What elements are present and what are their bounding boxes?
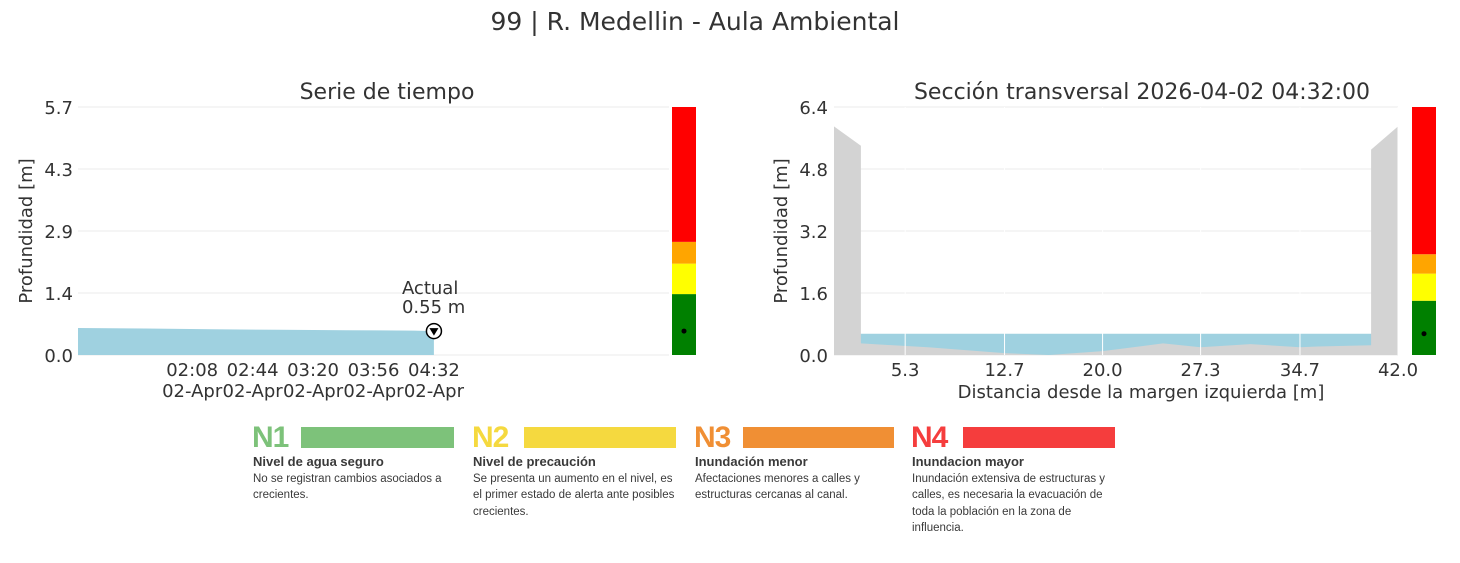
x-tick-time: 03:56 xyxy=(348,360,400,381)
y-tick-label: 5.7 xyxy=(44,98,73,119)
legend-title: Inundacion mayor xyxy=(912,454,1024,469)
y-tick-label: 1.4 xyxy=(44,284,73,305)
x-tick-date: 02-Apr xyxy=(223,381,284,402)
time-series-grid xyxy=(78,106,669,356)
cross-section-xlabel: Distancia desde la margen izquierda [m] xyxy=(958,382,1325,403)
time-series-y-ticks: 0.0 1.4 2.9 4.3 5.7 xyxy=(44,98,73,367)
cross-section-grid xyxy=(834,106,1398,356)
y-tick-label: 3.2 xyxy=(799,222,828,243)
legend-title: Nivel de precaución xyxy=(473,454,596,469)
x-tick-label: 5.3 xyxy=(891,360,920,381)
legend-code: N2 xyxy=(472,421,509,454)
legend-color-bar xyxy=(963,427,1115,448)
x-tick-label: 12.7 xyxy=(985,360,1025,381)
current-value-annotation: Actual 0.55 m xyxy=(402,278,465,340)
legend-code: N1 xyxy=(252,421,289,454)
x-tick-date: 02-Apr xyxy=(404,381,465,402)
alert-levels-legend: N1 Nivel de agua seguro No se registran … xyxy=(252,422,1132,542)
cross-section-title: Sección transversal 2026-04-02 04:32:00 xyxy=(914,80,1370,105)
time-series-ylabel: Profundidad [m] xyxy=(16,158,37,303)
time-series-title: Serie de tiempo xyxy=(300,80,475,105)
x-tick-label: 20.0 xyxy=(1083,360,1123,381)
time-series-level-bar xyxy=(672,107,696,355)
x-tick-date: 02-Apr xyxy=(283,381,344,402)
figure: 99 | R. Medellin - Aula Ambiental Serie … xyxy=(16,7,1436,403)
legend-title: Inundación menor xyxy=(695,454,808,469)
cross-section-x-ticks: 5.3 12.7 20.0 27.3 34.7 42.0 xyxy=(891,360,1418,381)
cross-section-ground xyxy=(834,126,1398,356)
legend-code: N3 xyxy=(694,421,731,454)
level-segment xyxy=(672,241,696,264)
cross-section-ylabel: Profundidad [m] xyxy=(771,158,792,303)
x-tick-date: 02-Apr xyxy=(162,381,223,402)
level-segment xyxy=(1412,254,1436,274)
legend-color-bar xyxy=(301,427,454,448)
x-tick-time: 02:44 xyxy=(227,360,279,381)
time-series-area xyxy=(78,328,434,355)
level-segment xyxy=(672,294,696,355)
x-tick-time: 04:32 xyxy=(408,360,460,381)
x-tick-label: 42.0 xyxy=(1378,360,1418,381)
y-tick-label: 6.4 xyxy=(799,98,828,119)
level-segment xyxy=(672,107,696,242)
x-tick-time: 02:08 xyxy=(166,360,218,381)
cross-section-y-ticks: 0.0 1.6 3.2 4.8 6.4 xyxy=(799,98,828,367)
cross-section-chart: Sección transversal 2026-04-02 04:32:00 … xyxy=(771,80,1436,403)
figure-title: 99 | R. Medellin - Aula Ambiental xyxy=(490,7,899,36)
x-tick-label: 27.3 xyxy=(1181,360,1221,381)
time-series-level-marker xyxy=(681,328,687,334)
legend-title: Nivel de agua seguro xyxy=(253,454,384,469)
y-tick-label: 2.9 xyxy=(44,222,73,243)
level-segment xyxy=(1412,107,1436,255)
legend-description: No se registran cambios asociados a crec… xyxy=(253,473,442,502)
x-tick-time: 03:20 xyxy=(287,360,339,381)
y-tick-label: 0.0 xyxy=(799,346,828,367)
level-segment xyxy=(1412,273,1436,301)
level-segment xyxy=(1412,300,1436,355)
legend-description: Inundación extensiva de estructuras y ca… xyxy=(912,473,1106,534)
legend-color-bar xyxy=(524,427,676,448)
y-tick-label: 0.0 xyxy=(44,346,73,367)
annotation-value: 0.55 m xyxy=(402,297,465,318)
legend-color-bar xyxy=(743,427,894,448)
legend-description: Afectaciones menores a calles y estructu… xyxy=(695,473,860,502)
y-tick-label: 1.6 xyxy=(799,284,828,305)
current-value-triangle-icon xyxy=(429,328,439,336)
time-series-chart: Serie de tiempo Profundidad [m] 0.0 1.4 2.… xyxy=(16,80,696,402)
cross-section-level-bar xyxy=(1412,107,1436,355)
cross-section-grid-overlay xyxy=(904,107,1399,355)
y-tick-label: 4.3 xyxy=(44,160,73,181)
time-series-x-ticks: 02:0802-Apr02:4402-Apr03:2002-Apr03:5602… xyxy=(162,360,465,402)
legend-description: Se presenta un aumento en el nivel, es e… xyxy=(473,473,675,518)
x-tick-date: 02-Apr xyxy=(343,381,404,402)
legend-code: N4 xyxy=(911,421,948,454)
y-tick-label: 4.8 xyxy=(799,160,828,181)
cross-section-level-marker xyxy=(1421,331,1427,337)
annotation-label: Actual xyxy=(402,278,458,299)
x-tick-label: 34.7 xyxy=(1280,360,1320,381)
level-segment xyxy=(672,263,696,295)
